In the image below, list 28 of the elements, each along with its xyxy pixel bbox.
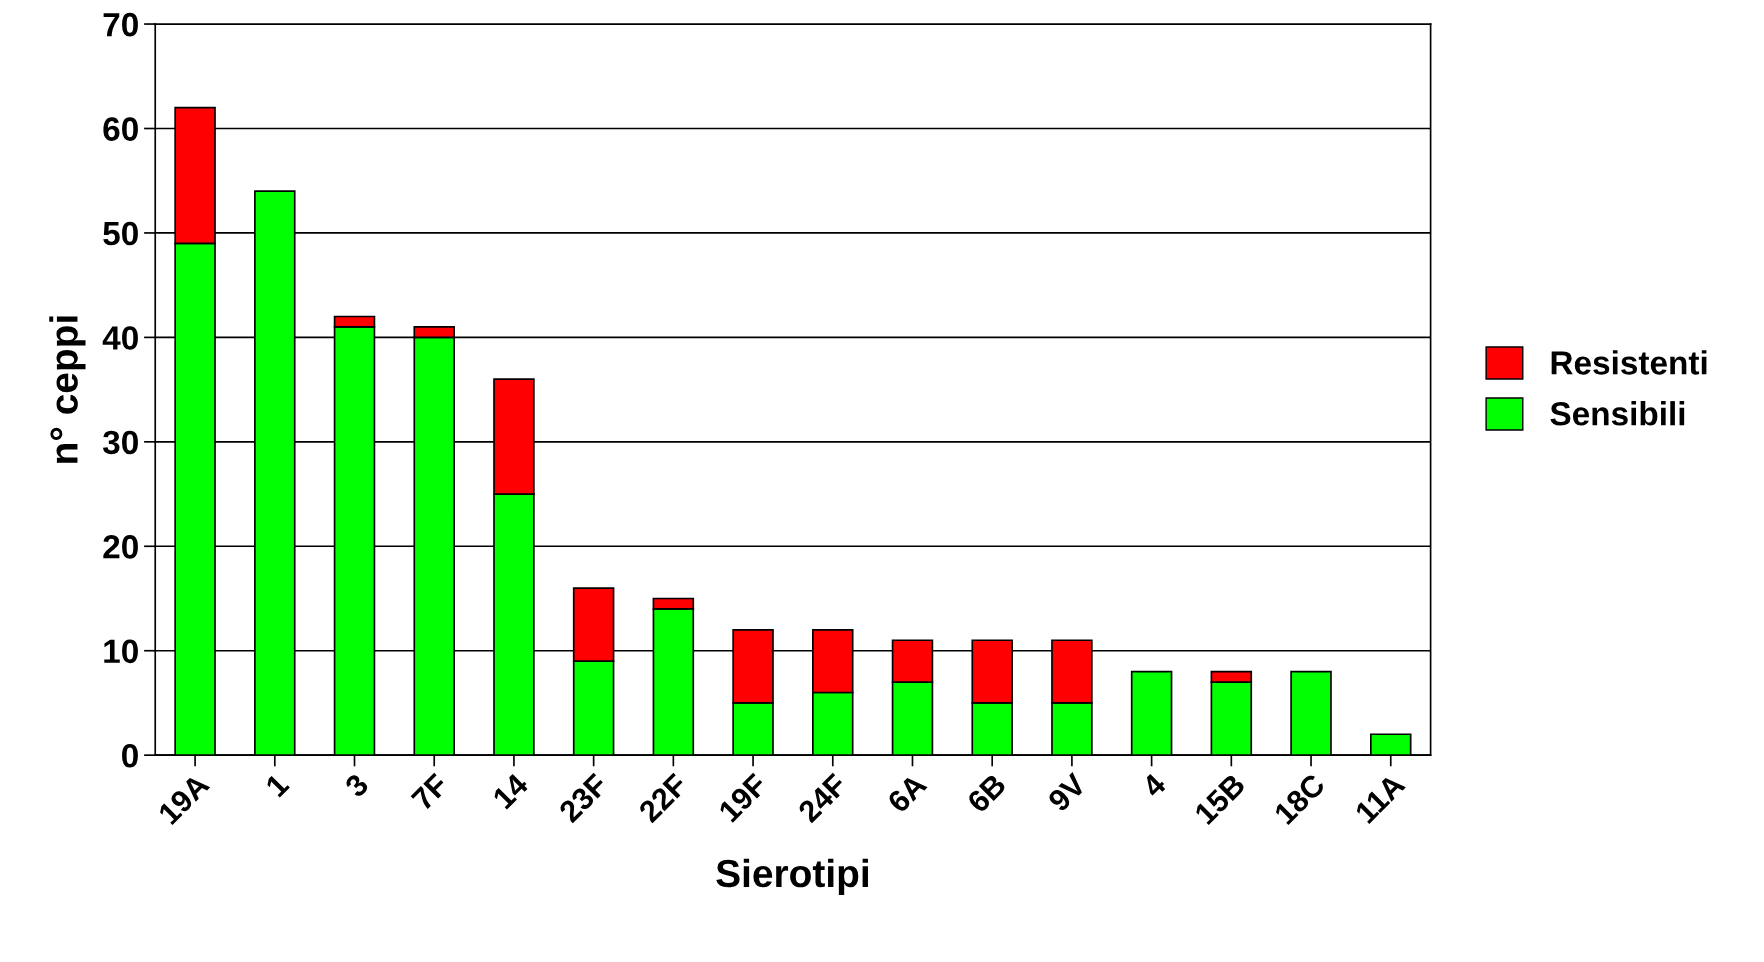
y-tick-label: 60	[103, 117, 138, 141]
y-tick-label: 10	[104, 639, 138, 664]
x-tick-label: 6B	[965, 772, 1008, 814]
x-tick-label: 22F	[637, 772, 689, 824]
legend-label: Sensibili	[1550, 401, 1685, 426]
x-tick-label: 14	[492, 772, 530, 810]
x-tick-label: 6A	[886, 772, 928, 814]
y-tick-label: 0	[122, 743, 138, 768]
x-tick-label: 9V	[1046, 771, 1088, 813]
y-tick-label: 20	[103, 535, 138, 559]
x-tick-label: 23F	[557, 772, 609, 824]
x-tick-label: 19A	[157, 772, 211, 826]
y-tick-label: 40	[102, 326, 138, 350]
x-tick-label: 19F	[717, 772, 769, 823]
y-tick-label: 70	[103, 12, 138, 37]
x-tick-label: 11A	[1354, 772, 1406, 824]
x-tick-label: 15B	[1193, 772, 1247, 826]
x-tick-label: 3	[343, 772, 370, 799]
y-tick-label: 30	[102, 430, 138, 455]
x-tick-label: 7F	[410, 772, 450, 812]
y-tick-label: 50	[103, 221, 138, 246]
y-axis-title: n° ceppi	[49, 316, 86, 463]
x-tick-label: 4	[1140, 772, 1168, 799]
x-axis-title: Sierotipi	[716, 858, 868, 895]
legend-label: Resistenti	[1551, 350, 1707, 375]
x-tick-label: 24F	[796, 772, 848, 824]
x-tick-label: 18C	[1273, 772, 1327, 826]
x-tick-label: 1	[264, 772, 290, 798]
